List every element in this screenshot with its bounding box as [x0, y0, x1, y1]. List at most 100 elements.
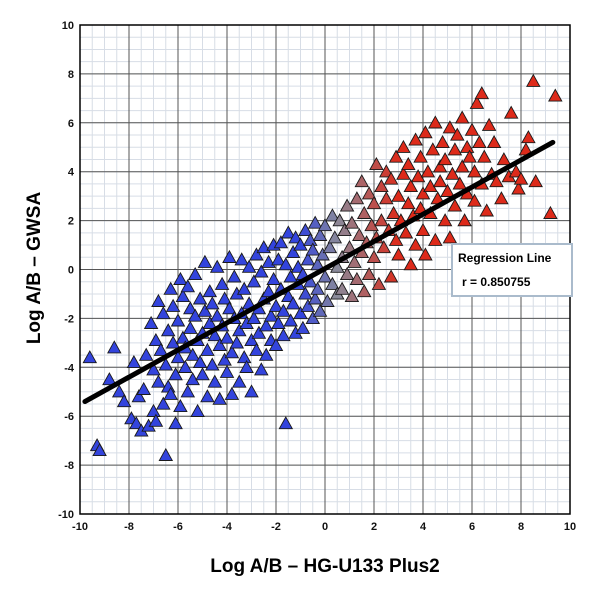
data-point [315, 247, 330, 261]
y-tick-label: -2 [64, 313, 74, 325]
data-point [354, 174, 370, 188]
data-point [307, 291, 323, 305]
data-point [195, 367, 210, 381]
data-point [180, 279, 196, 293]
y-tick-label: 6 [68, 118, 74, 130]
data-point [283, 313, 298, 327]
y-tick-label: 10 [62, 20, 74, 32]
data-point [258, 347, 274, 361]
data-point [244, 332, 259, 347]
data-point [349, 271, 365, 285]
x-tick-label: 8 [518, 521, 524, 533]
data-point [251, 325, 267, 339]
y-tick-label: 2 [68, 216, 74, 228]
data-point [224, 345, 240, 359]
data-point [459, 139, 475, 153]
data-point [435, 134, 450, 149]
data-point [364, 218, 379, 232]
data-point [185, 372, 200, 386]
data-point [273, 235, 289, 249]
data-point [293, 306, 308, 320]
data-point [472, 134, 487, 149]
data-points [82, 73, 563, 461]
data-point [222, 249, 237, 263]
data-point [207, 328, 223, 342]
data-point [236, 350, 252, 364]
y-tick-label: 0 [68, 265, 74, 277]
y-tick-label: -4 [64, 362, 75, 374]
data-point [322, 240, 338, 254]
data-point [212, 337, 227, 351]
data-point [477, 149, 492, 163]
data-point [447, 142, 463, 156]
data-point [151, 293, 166, 307]
data-point [332, 213, 347, 227]
data-point [192, 354, 208, 369]
data-point [170, 350, 186, 364]
data-point [234, 252, 249, 266]
data-point [82, 350, 98, 364]
data-point [222, 301, 237, 315]
data-point [303, 232, 318, 246]
data-point [205, 357, 220, 371]
data-point [410, 169, 426, 183]
x-tick-label: -8 [124, 521, 134, 533]
data-point [388, 232, 404, 246]
regression-line [82, 139, 556, 405]
data-point [156, 306, 171, 320]
data-point [254, 362, 269, 376]
data-point [325, 276, 340, 290]
data-point [428, 232, 443, 246]
data-point [175, 330, 191, 344]
data-point [146, 403, 161, 417]
data-point [281, 225, 296, 239]
data-point [143, 315, 159, 329]
data-point [200, 389, 215, 403]
data-point [396, 166, 411, 180]
data-point [241, 259, 257, 273]
data-point [420, 164, 436, 178]
data-point [425, 142, 441, 156]
data-point [268, 298, 284, 312]
data-point [129, 416, 144, 430]
data-point [486, 134, 502, 149]
data-point [528, 174, 543, 188]
data-point [432, 159, 448, 173]
data-point [249, 342, 264, 356]
data-point [403, 257, 419, 271]
data-point [310, 281, 325, 295]
x-tick-label: 6 [469, 521, 475, 533]
data-point [325, 208, 340, 222]
data-point [209, 259, 225, 273]
data-point [232, 374, 247, 388]
data-point [418, 247, 433, 261]
data-point [261, 284, 276, 298]
x-tick-label: 0 [322, 521, 328, 533]
data-point [278, 416, 294, 430]
data-point [344, 215, 360, 229]
y-tick-label: 4 [68, 167, 75, 179]
data-point [158, 357, 174, 371]
data-point [229, 335, 245, 349]
data-point [151, 374, 166, 388]
data-point [374, 213, 389, 227]
data-point [496, 152, 512, 166]
data-point [165, 335, 181, 349]
data-point [160, 323, 176, 337]
data-point [271, 315, 286, 329]
data-point [197, 303, 213, 317]
data-point [327, 230, 343, 244]
data-point [219, 330, 235, 344]
data-point [183, 301, 198, 315]
data-point [452, 176, 468, 190]
data-point [197, 254, 213, 268]
y-tick-label: 8 [68, 69, 74, 81]
data-point [283, 269, 298, 283]
data-point [356, 284, 372, 298]
data-point [457, 213, 472, 227]
data-point [379, 191, 394, 205]
data-point [175, 288, 191, 303]
data-point [437, 152, 453, 166]
data-point [305, 242, 321, 256]
